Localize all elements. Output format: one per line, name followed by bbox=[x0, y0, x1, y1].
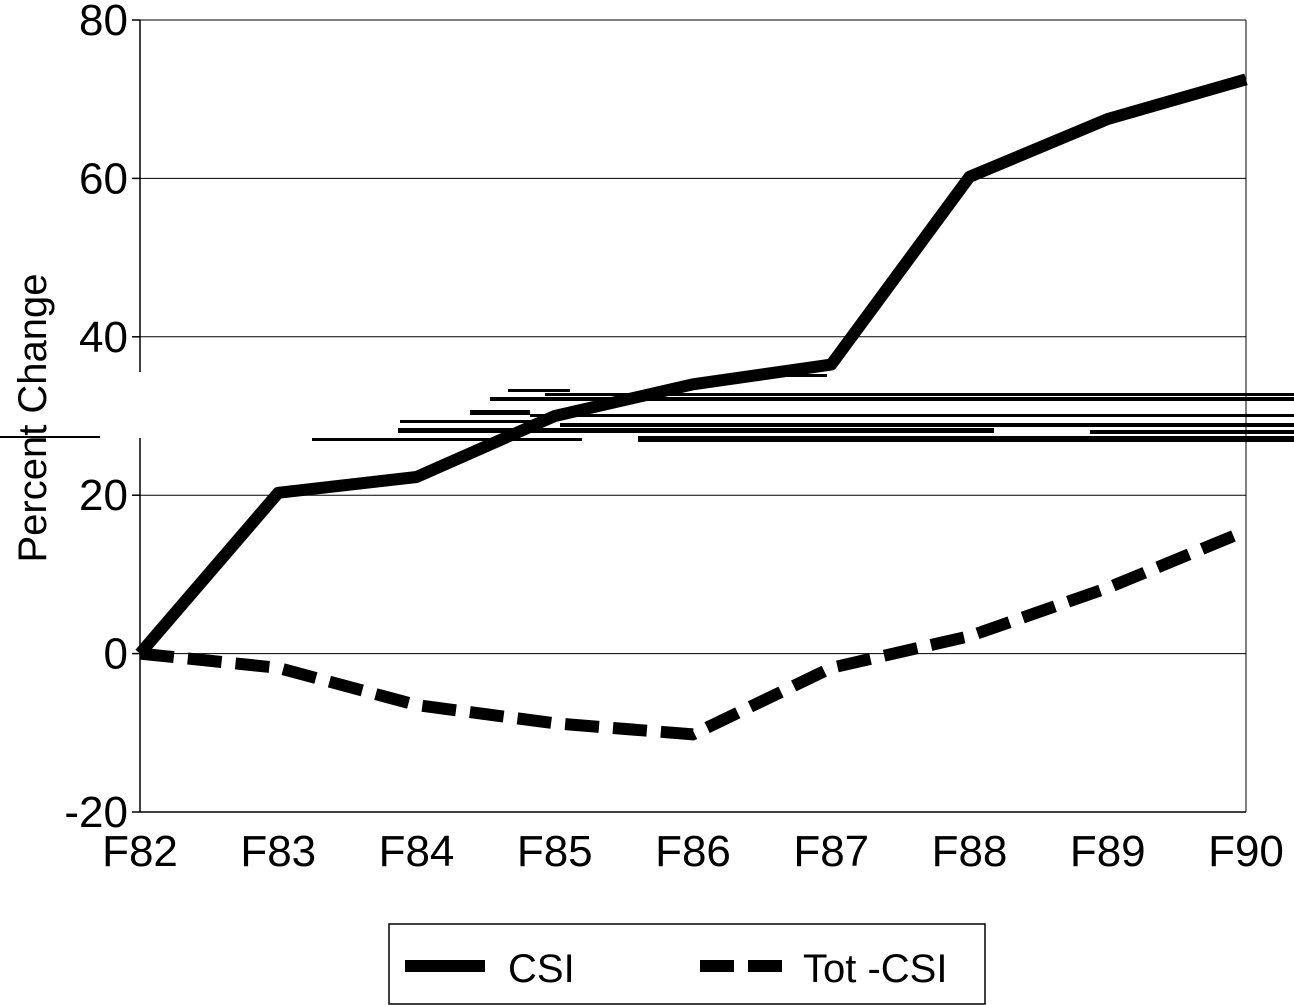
y-tick-label: 20 bbox=[79, 471, 128, 520]
legend-label: Tot -CSI bbox=[803, 947, 947, 991]
y-tick-label: 0 bbox=[104, 630, 128, 679]
y-tick-label: 80 bbox=[79, 0, 128, 45]
y-tick-labels: -20 0 20 40 60 80 bbox=[64, 0, 128, 837]
x-tick-labels: F82 F83 F84 F85 F86 F87 F88 F89 F90 bbox=[102, 827, 1284, 876]
scan-streak bbox=[530, 414, 1294, 417]
scan-streak bbox=[1090, 430, 1294, 434]
scan-streak bbox=[508, 389, 570, 392]
x-tick-label: F88 bbox=[932, 827, 1008, 876]
x-tick-label: F85 bbox=[517, 827, 593, 876]
scan-streak bbox=[490, 397, 1294, 401]
scan-streak bbox=[545, 393, 1294, 396]
x-tick-label: F86 bbox=[655, 827, 731, 876]
legend: CSI Tot -CSI bbox=[388, 923, 986, 1005]
y-tick-label: 40 bbox=[79, 313, 128, 362]
series-line-csi bbox=[135, 73, 1248, 658]
y-tick-label: 60 bbox=[79, 154, 128, 203]
series-lines bbox=[135, 73, 1249, 741]
scan-streak bbox=[757, 374, 827, 377]
x-tick-label: F90 bbox=[1208, 827, 1284, 876]
scan-streak bbox=[470, 410, 530, 415]
scan-gap bbox=[1247, 372, 1294, 438]
scan-streak bbox=[312, 438, 582, 441]
x-tick-label: F82 bbox=[102, 827, 178, 876]
x-tick-label: F89 bbox=[1070, 827, 1146, 876]
scan-gap bbox=[0, 372, 145, 438]
scan-streak bbox=[1183, 399, 1294, 401]
scan-artifact-streaks bbox=[0, 372, 1294, 442]
scan-streak bbox=[0, 436, 100, 438]
scan-streak bbox=[638, 436, 1294, 442]
scan-streak bbox=[400, 420, 550, 423]
x-tick-label: F87 bbox=[793, 827, 869, 876]
x-tick-label: F83 bbox=[240, 827, 316, 876]
series-line-tot-csi bbox=[139, 525, 1249, 741]
scan-streak bbox=[398, 428, 994, 433]
scan-streak bbox=[560, 423, 1294, 427]
y-axis-title: Percent Change bbox=[11, 273, 55, 562]
gridlines bbox=[140, 19, 1246, 655]
legend-box bbox=[388, 923, 986, 1005]
x-tick-label: F84 bbox=[379, 827, 455, 876]
legend-label: CSI bbox=[508, 947, 575, 991]
y-tick-label: -20 bbox=[64, 788, 128, 837]
